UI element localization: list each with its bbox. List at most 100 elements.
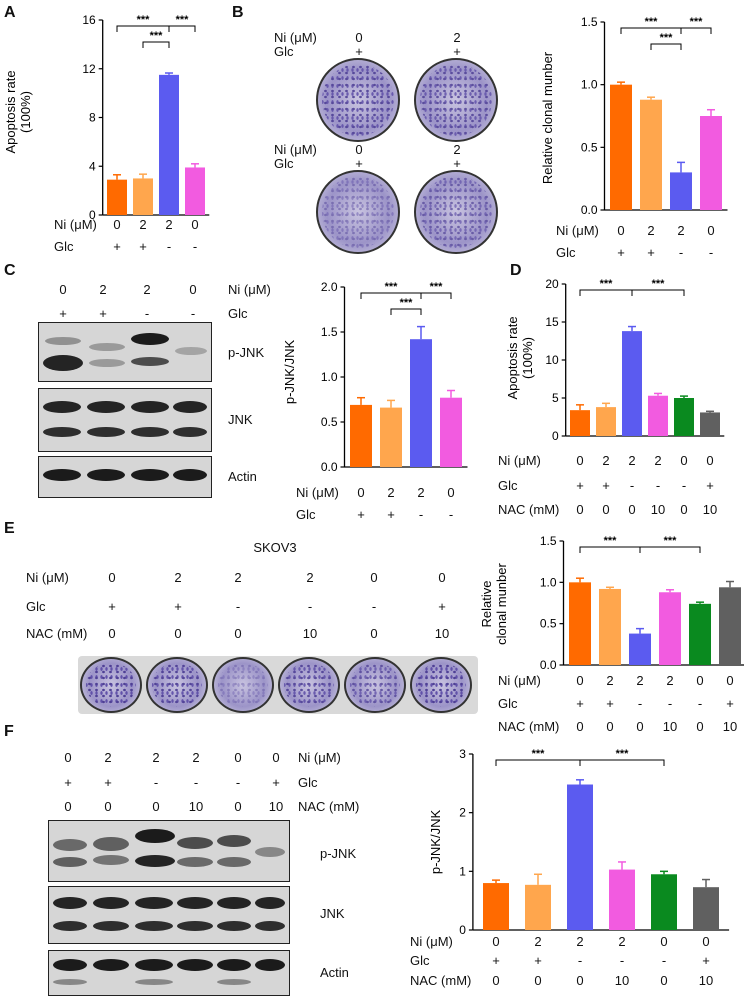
panel-label-c: C xyxy=(4,262,16,279)
d-nac-3: 0 xyxy=(628,502,636,517)
significance-label-C-1: *** xyxy=(385,281,399,293)
e-ni-6: 0 xyxy=(438,570,446,585)
y-tick-label-A-0: 0 xyxy=(89,208,96,222)
f-chart-glc-3: - xyxy=(577,953,583,968)
b-dish-1 xyxy=(316,58,400,142)
e-dish-4 xyxy=(278,657,340,713)
chart-c: 0.00.51.01.52.0p-JNK/JNK********* xyxy=(282,280,468,474)
y-tick-label-E-1: 0.5 xyxy=(540,617,557,631)
e-chart-glc-3: - xyxy=(637,696,643,711)
f-chart-glc-1: + xyxy=(492,953,500,968)
d-nac-5: 0 xyxy=(680,502,688,517)
b-ni-label: Ni (μM) xyxy=(556,223,599,238)
significance-bracket-D-1 xyxy=(579,289,633,296)
c-chart-glc-1: + xyxy=(357,507,365,522)
bar-C-4 xyxy=(440,397,462,467)
c-ni-label: Ni (μM) xyxy=(228,282,271,297)
e-chart-nac-4: 10 xyxy=(662,719,678,734)
e-chart-nac-2: 0 xyxy=(606,719,614,734)
bar-A-4 xyxy=(185,167,205,215)
c-band-label-p-jnk: p-JNK xyxy=(228,345,265,360)
e-chart-nac-label: NAC (mM) xyxy=(498,719,560,734)
d-nac-6: 10 xyxy=(702,502,718,517)
b-dish-2 xyxy=(414,58,498,142)
c-glc-label: Glc xyxy=(228,306,248,321)
f-chart-ni-2: 2 xyxy=(534,934,542,949)
significance-label-C-3: *** xyxy=(430,281,444,293)
y-axis-label-A: Apoptosis rate(100%) xyxy=(3,70,33,153)
d-ni-3: 2 xyxy=(628,453,636,468)
f-blot-p-jnk xyxy=(48,820,290,882)
e-chart-glc-1: + xyxy=(576,696,584,711)
e-ni-2: 2 xyxy=(174,570,182,585)
d-nac-4: 10 xyxy=(650,502,666,517)
f-chart-nac-1: 0 xyxy=(492,973,500,988)
e-chart-nac-3: 0 xyxy=(636,719,644,734)
a-ni-1: 0 xyxy=(113,217,121,232)
chart-e: 0.0 0.5 1.0 1.5 Relativeclonal munber *** *** xyxy=(480,534,744,672)
c-ni-1: 0 xyxy=(59,282,67,297)
bar-F-6 xyxy=(693,887,719,930)
f-ni-label: Ni (μM) xyxy=(298,750,341,765)
b-bot-ni-1: 0 xyxy=(355,142,363,157)
b-top-glc-1: + xyxy=(355,44,363,59)
f-chart-ni-6: 0 xyxy=(702,934,710,949)
bar-D-5 xyxy=(674,398,694,436)
d-ni-1: 0 xyxy=(576,453,584,468)
d-ni-6: 0 xyxy=(706,453,714,468)
e-chart-nac-1: 0 xyxy=(576,719,584,734)
d-ni-2: 2 xyxy=(602,453,610,468)
f-chart-nac-5: 0 xyxy=(660,973,668,988)
bar-D-2 xyxy=(596,407,616,436)
b-bot-glc-label: Glc xyxy=(274,156,294,171)
a-glc-4: - xyxy=(192,239,198,254)
e-dish-1 xyxy=(80,657,142,713)
e-ni-label: Ni (μM) xyxy=(26,570,69,585)
f-chart-nac-2: 0 xyxy=(534,973,542,988)
a-glc-2: + xyxy=(139,239,147,254)
significance-bracket-F-1 xyxy=(495,759,581,766)
bar-E-5 xyxy=(689,603,711,665)
bar-B-4 xyxy=(700,116,722,210)
f-band-label-jnk: JNK xyxy=(320,906,345,921)
f-band-label-p-jnk: p-JNK xyxy=(320,846,357,861)
significance-bracket-B-2 xyxy=(650,43,682,50)
c-ni-3: 2 xyxy=(143,282,151,297)
e-nac-6: 10 xyxy=(434,626,450,641)
y-axis-label-B: Relative clonal munber xyxy=(540,51,555,184)
c-glc-2: + xyxy=(99,306,107,321)
d-nac-2: 0 xyxy=(602,502,610,517)
bar-E-2 xyxy=(599,588,621,665)
panel-label-b: B xyxy=(232,4,244,21)
f-glc-4: - xyxy=(193,775,199,790)
a-ni-label: Ni (μM) xyxy=(54,217,97,232)
b-bot-glc-2: + xyxy=(453,156,461,171)
f-blot-actin xyxy=(48,950,290,996)
b-ni-1: 0 xyxy=(617,223,625,238)
c-blot-jnk xyxy=(38,388,212,452)
f-chart-glc-2: + xyxy=(534,953,542,968)
d-glc-5: - xyxy=(681,478,687,493)
e-nac-5: 0 xyxy=(370,626,378,641)
c-blot-p-jnk xyxy=(38,322,212,382)
f-chart-ni-label: Ni (μM) xyxy=(410,934,453,949)
significance-label-F-2: *** xyxy=(616,748,630,760)
c-band-label-jnk: JNK xyxy=(228,412,253,427)
bar-B-2 xyxy=(640,99,662,210)
bar-E-1 xyxy=(569,582,591,665)
e-nac-2: 0 xyxy=(174,626,182,641)
significance-bracket-A-2 xyxy=(142,41,170,48)
y-tick-label-B-1: 0.5 xyxy=(581,140,598,154)
y-axis-label-D: Apoptosis rate(100%) xyxy=(505,316,535,399)
y-tick-label-F-2: 2 xyxy=(459,806,466,820)
f-nac-label: NAC (mM) xyxy=(298,799,360,814)
bar-D-3 xyxy=(622,331,642,436)
b-top-ni-label: Ni (μM) xyxy=(274,30,317,45)
e-ni-4: 2 xyxy=(306,570,314,585)
bar-D-6 xyxy=(700,412,720,436)
c-chart-ni-1: 0 xyxy=(357,485,365,500)
y-tick-label-C-4: 2.0 xyxy=(321,280,338,294)
b-bot-ni-label: Ni (μM) xyxy=(274,142,317,157)
y-tick-label-D-0: 0 xyxy=(552,429,559,443)
